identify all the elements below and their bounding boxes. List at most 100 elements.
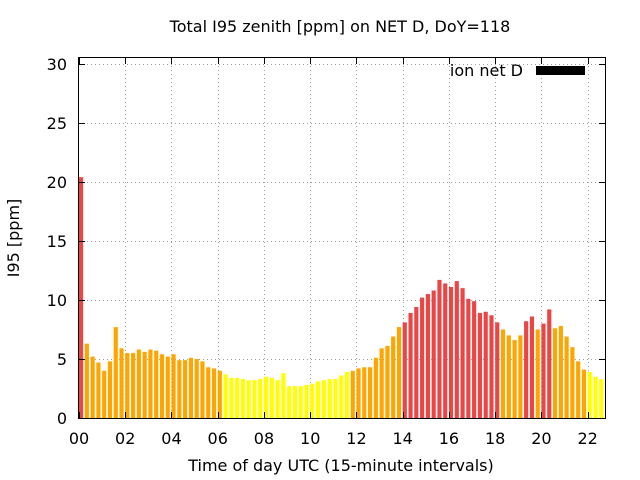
bar	[119, 348, 124, 418]
legend-swatch	[536, 66, 585, 75]
bar	[529, 316, 535, 418]
bar	[477, 312, 482, 418]
chart-title: Total I95 zenith [ppm] on NET D, DoY=118	[169, 17, 511, 36]
bar	[84, 343, 89, 418]
x-tick-label: 04	[161, 429, 181, 448]
bar	[304, 384, 309, 418]
bar	[188, 357, 193, 418]
bar	[240, 379, 246, 418]
bar	[495, 322, 500, 418]
bar	[154, 350, 159, 418]
x-tick-label: 00	[69, 429, 89, 448]
bar	[177, 360, 182, 418]
x-tick-label: 08	[254, 429, 274, 448]
bar	[275, 380, 280, 418]
bar	[425, 294, 430, 418]
bar	[206, 367, 211, 418]
bar	[107, 361, 113, 418]
bar	[269, 377, 274, 418]
bar	[298, 386, 303, 418]
bar	[339, 375, 344, 418]
bar	[402, 322, 407, 418]
x-tick-label: 14	[393, 429, 413, 448]
x-tick-label: 06	[208, 429, 228, 448]
bar	[159, 354, 165, 418]
bar	[379, 348, 384, 418]
y-tick-label: 30	[47, 55, 67, 74]
y-tick-label: 25	[47, 114, 67, 133]
bar	[246, 380, 251, 418]
bar	[535, 329, 540, 418]
bars	[79, 177, 604, 418]
bar	[408, 312, 413, 418]
bar	[333, 379, 338, 418]
bar	[356, 368, 361, 418]
bar	[200, 361, 205, 418]
bar	[217, 370, 222, 418]
bar	[512, 340, 517, 418]
bar	[102, 370, 107, 418]
x-tick-label: 10	[300, 429, 320, 448]
bar	[564, 336, 569, 418]
bar	[420, 297, 425, 418]
bar	[125, 353, 130, 418]
bar	[593, 376, 598, 418]
bar	[466, 298, 471, 418]
y-tick-label: 10	[47, 291, 67, 310]
bar	[547, 309, 552, 418]
bar	[258, 379, 263, 418]
x-tick-label: 20	[531, 429, 551, 448]
bar	[414, 307, 419, 418]
bar	[194, 358, 199, 418]
bar	[292, 386, 298, 418]
bar	[541, 323, 546, 418]
x-tick-label: 18	[485, 429, 505, 448]
bar	[281, 373, 286, 418]
y-tick-label: 0	[57, 409, 67, 428]
bar	[524, 321, 529, 418]
bar	[483, 311, 488, 418]
bar	[489, 315, 494, 418]
bar	[558, 325, 563, 418]
x-tick-label: 02	[115, 429, 135, 448]
bar	[570, 347, 575, 418]
bar	[552, 328, 558, 418]
bar	[131, 353, 136, 418]
bar	[79, 177, 84, 418]
bar	[165, 356, 170, 418]
legend: ion net D	[450, 61, 585, 80]
legend-label: ion net D	[450, 61, 523, 80]
bar	[344, 371, 350, 418]
plot-frame	[78, 57, 606, 419]
bar	[460, 288, 465, 418]
bar	[310, 383, 315, 418]
y-tick-label: 20	[47, 173, 67, 192]
bar	[576, 361, 581, 418]
bar	[136, 349, 141, 418]
x-axis-title: Time of day UTC (15-minute intervals)	[187, 456, 494, 475]
bar	[252, 380, 257, 418]
bar	[518, 335, 523, 418]
bar	[362, 367, 367, 418]
tick-labels: 00 02 04 06 08 10 12 14 16 18 20 22 0 5 10 15 20 25 30	[47, 55, 598, 448]
bar	[96, 362, 101, 418]
bar	[223, 374, 228, 418]
bar	[581, 369, 587, 418]
bar	[183, 360, 188, 418]
bar	[431, 290, 436, 418]
bar	[315, 381, 321, 418]
y-tick-label: 5	[57, 350, 67, 369]
bar	[373, 357, 378, 418]
bar	[287, 386, 292, 418]
bar	[327, 379, 332, 418]
ticks	[79, 58, 605, 419]
bar	[211, 368, 217, 418]
x-tick-label: 12	[346, 429, 366, 448]
y-axis-title: I95 [ppm]	[4, 199, 23, 278]
bar	[148, 349, 153, 418]
bar	[587, 371, 592, 418]
bar	[599, 379, 604, 418]
bar	[454, 281, 459, 418]
x-tick-label: 22	[577, 429, 597, 448]
